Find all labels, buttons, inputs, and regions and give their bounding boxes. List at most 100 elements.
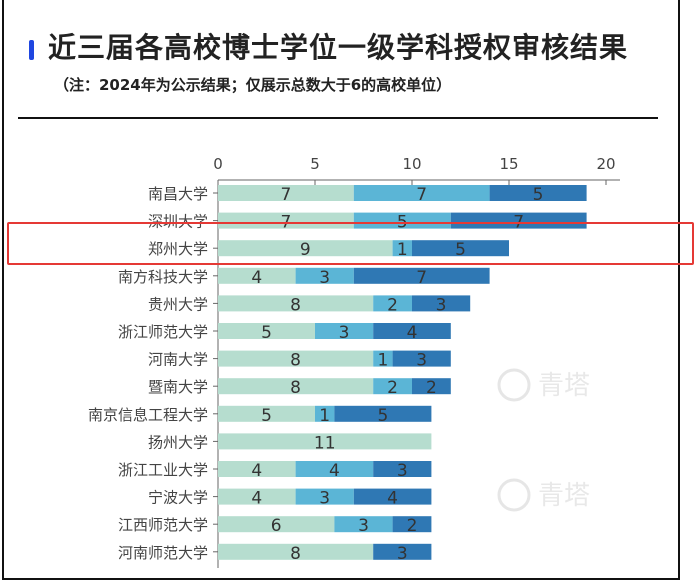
x-tick-label: 0: [213, 155, 223, 173]
data-label: 8: [290, 351, 301, 371]
category-label: 河南师范大学: [118, 544, 208, 562]
bar-segment: [373, 461, 432, 477]
data-label: 1: [397, 240, 408, 260]
bar-segment: [412, 295, 471, 312]
category-label: 郑州大学: [148, 240, 208, 258]
bar-segment: [373, 378, 412, 395]
bar-segment: [334, 516, 393, 533]
bar-segment: [353, 488, 432, 505]
bar-segment: [295, 267, 354, 284]
title-accent-bar: [29, 40, 34, 60]
category-label: 南方科技大学: [118, 268, 208, 286]
highlight-box: [7, 222, 694, 265]
bar-segment: [373, 350, 393, 367]
data-label: 5: [533, 185, 544, 205]
data-label: 5: [377, 406, 388, 426]
data-label: 7: [280, 185, 291, 205]
bar-segment: [295, 461, 374, 477]
bar-segment: [392, 350, 451, 367]
x-tick-label: 20: [596, 155, 615, 173]
data-label: 2: [387, 295, 398, 315]
bar-segment: [353, 185, 490, 201]
data-label: 4: [329, 461, 340, 481]
data-label: 5: [455, 240, 466, 260]
data-label: 4: [251, 489, 262, 509]
data-label: 3: [416, 351, 427, 371]
category-label: 南京信息工程大学: [88, 406, 208, 424]
bar-segment: [218, 461, 296, 477]
bar-segment: [218, 516, 335, 533]
data-label: 4: [251, 461, 262, 481]
x-tick-label: 15: [499, 155, 518, 173]
bar-segment: [392, 516, 432, 533]
data-label: 8: [290, 378, 301, 398]
category-label: 宁波大学: [148, 489, 208, 507]
bar-segment: [218, 212, 354, 229]
data-label: 4: [387, 489, 398, 509]
data-label: 5: [261, 406, 272, 426]
bar-segment: [295, 488, 354, 505]
data-label: 6: [271, 516, 282, 536]
bar-segment: [218, 350, 374, 367]
bar-segment: [218, 267, 296, 284]
data-label: 3: [358, 516, 369, 536]
bar-segment: [373, 543, 432, 560]
data-label: 3: [397, 461, 408, 481]
data-label: 1: [319, 406, 330, 426]
bar-segment: [218, 295, 374, 312]
chart-subtitle: （注：2024年为公示结果；仅展示总数大于6的高校单位）: [54, 76, 452, 94]
data-label: 4: [407, 323, 418, 343]
data-label: 3: [319, 489, 330, 509]
bar-segment: [218, 433, 432, 450]
bar-segment: [392, 240, 412, 257]
data-label: 9: [300, 240, 311, 260]
data-label: 5: [261, 323, 272, 343]
bar-segment: [353, 212, 451, 229]
data-label: 3: [339, 323, 350, 343]
bar-segment: [334, 405, 432, 422]
bar-segment: [315, 323, 374, 339]
bar-segment: [353, 267, 490, 284]
bar-segment: [218, 240, 393, 257]
bar-segment: [373, 323, 451, 339]
data-label: 4: [251, 268, 262, 288]
category-label: 浙江师范大学: [118, 323, 208, 341]
category-label: 浙江工业大学: [118, 461, 208, 479]
data-label: 8: [290, 295, 301, 315]
data-label: 7: [416, 185, 427, 205]
data-label: 8: [290, 544, 301, 564]
data-label: 11: [314, 433, 336, 453]
category-label: 扬州大学: [148, 433, 208, 451]
bar-segment: [450, 212, 587, 229]
bar-segment: [489, 185, 587, 201]
bar-segment: [218, 405, 315, 422]
category-label: 南昌大学: [148, 185, 208, 203]
chart-title: 近三届各高校博士学位一级学科授权审核结果: [48, 31, 629, 64]
category-label: 贵州大学: [148, 295, 208, 313]
x-tick-label: 10: [402, 155, 421, 173]
bar-segment: [218, 378, 374, 395]
bar-segment: [218, 323, 315, 339]
data-label: 3: [436, 295, 447, 315]
category-label: 深圳大学: [148, 213, 208, 231]
bar-segment: [373, 295, 412, 312]
data-label: 3: [397, 544, 408, 564]
bar-segment: [218, 185, 354, 201]
category-label: 江西师范大学: [118, 516, 208, 534]
watermark-text: 青塔: [538, 371, 590, 401]
data-label: 2: [426, 378, 437, 398]
data-label: 2: [387, 378, 398, 398]
bar-segment: [315, 405, 335, 422]
bar-segment: [218, 488, 296, 505]
bar-segment: [412, 240, 509, 257]
category-label: 暨南大学: [148, 378, 208, 396]
data-label: 2: [407, 516, 418, 536]
watermark-logo-icon: [497, 368, 531, 402]
x-tick-label: 5: [310, 155, 320, 173]
data-label: 3: [319, 268, 330, 288]
watermark-text: 青塔: [538, 481, 590, 511]
bar-segment: [218, 543, 374, 560]
bar-segment: [412, 378, 451, 395]
data-label: 1: [377, 351, 388, 371]
